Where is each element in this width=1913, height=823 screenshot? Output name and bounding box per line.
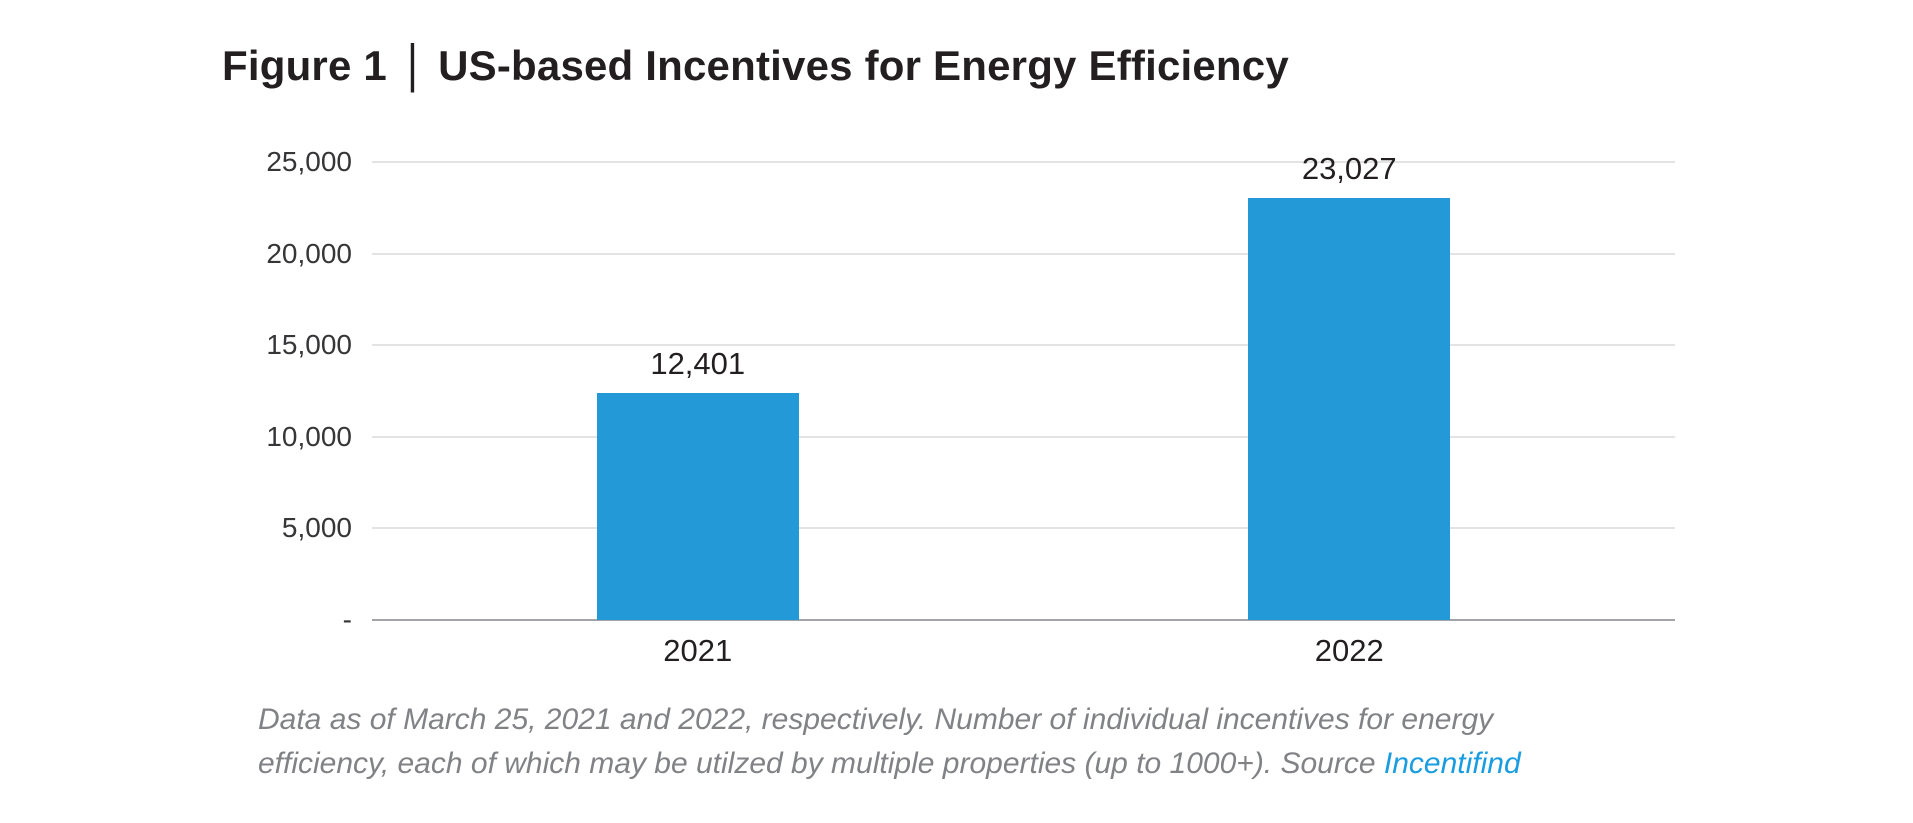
figure-title-separator: |: [406, 34, 419, 93]
bar-2021: [596, 393, 799, 620]
figure-title-prefix: Figure 1: [222, 42, 387, 89]
x-axis-line: [372, 619, 1675, 621]
bar-value-label: 12,401: [650, 346, 746, 381]
x-axis-category-label: 2021: [663, 633, 733, 668]
gridline: [372, 527, 1675, 530]
x-axis-category-label: 2022: [1314, 633, 1384, 668]
source-link[interactable]: Incentifind: [1383, 747, 1521, 780]
bar-2022: [1248, 198, 1451, 620]
figure-caption: Data as of March 25, 2021 and 2022, resp…: [258, 698, 1738, 786]
gridline: [372, 252, 1675, 255]
y-axis-tick-label: -: [342, 604, 352, 635]
gridline: [372, 344, 1675, 347]
figure-title: Figure 1 | US-based Incentives for Energ…: [222, 34, 1289, 93]
y-axis-tick-label: 20,000: [266, 237, 352, 269]
gridline: [372, 435, 1675, 438]
y-axis-tick-label: 25,000: [266, 146, 352, 177]
caption-line2: efficiency, each of which may be utilzed…: [258, 747, 1384, 780]
bar-value-label: 23,027: [1301, 151, 1397, 186]
figure-title-main: US-based Incentives for Energy Efficienc…: [438, 42, 1289, 89]
y-axis-tick-label: 5,000: [281, 512, 352, 544]
y-axis-tick-label: 10,000: [266, 420, 352, 452]
bar-chart: 25,000 20,000 15,000 10,000 5,000 - 12,401 2021…: [266, 147, 1675, 668]
gridline: [372, 161, 1675, 163]
caption-line1: Data as of March 25, 2021 and 2022, resp…: [258, 703, 1494, 736]
y-axis-tick-label: 15,000: [266, 329, 352, 361]
